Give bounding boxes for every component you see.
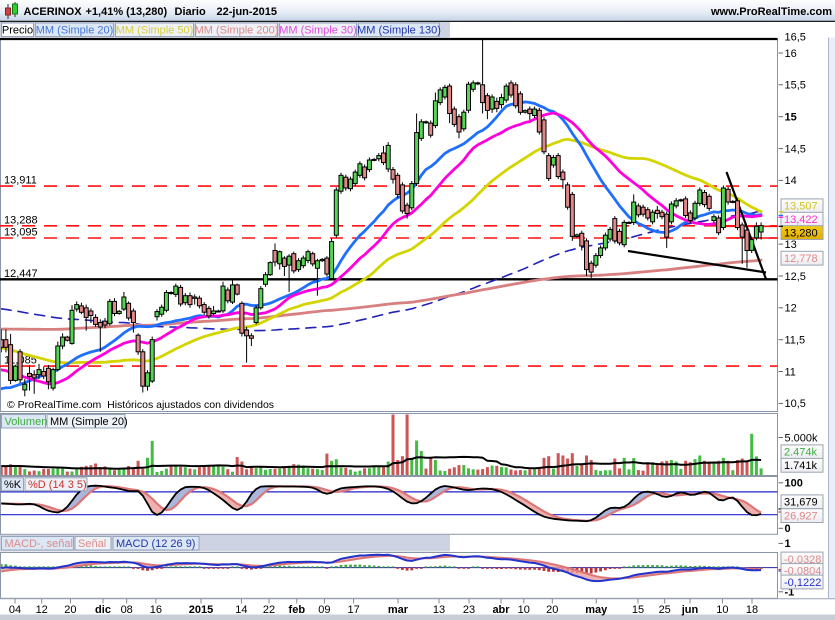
svg-text:22: 22 — [263, 604, 275, 616]
svg-text:16: 16 — [150, 604, 162, 616]
svg-text:12,5: 12,5 — [785, 271, 806, 283]
svg-text:12: 12 — [785, 303, 797, 315]
svg-text:-0,1222: -0,1222 — [784, 577, 821, 589]
svg-text:31,679: 31,679 — [784, 497, 818, 509]
svg-text:MM (Simple 30): MM (Simple 30) — [279, 25, 357, 37]
svg-text:10: 10 — [518, 604, 530, 616]
svg-text:20: 20 — [546, 604, 558, 616]
svg-text:-0,0328: -0,0328 — [784, 554, 821, 566]
svg-text:15,5: 15,5 — [785, 80, 806, 92]
svg-text:MACD (12 26 9): MACD (12 26 9) — [116, 538, 195, 550]
svg-text:18: 18 — [746, 604, 758, 616]
svg-text:14: 14 — [235, 604, 247, 616]
svg-text:MM (Simple 130): MM (Simple 130) — [357, 25, 441, 37]
svg-text:© ProRealTime.com Históricos: © ProRealTime.com Históricos ajustados c… — [7, 399, 274, 411]
svg-text:0: 0 — [785, 523, 791, 535]
svg-text:13: 13 — [785, 239, 797, 251]
svg-text:25: 25 — [659, 604, 671, 616]
svg-text:13,422: 13,422 — [784, 214, 818, 226]
svg-text:12,447: 12,447 — [4, 268, 38, 280]
svg-text:-0,0804: -0,0804 — [784, 565, 821, 577]
svg-text:5.000k: 5.000k — [785, 432, 819, 444]
svg-text:Señal: Señal — [78, 538, 106, 550]
svg-text:MM (Simple 200): MM (Simple 200) — [195, 25, 279, 37]
svg-text:13,911: 13,911 — [4, 175, 37, 187]
svg-text:MM (Simple 20): MM (Simple 20) — [36, 25, 114, 37]
svg-text:10,5: 10,5 — [785, 398, 806, 410]
svg-text:08: 08 — [121, 604, 133, 616]
svg-text:2015: 2015 — [189, 604, 213, 616]
svg-text:23: 23 — [463, 604, 475, 616]
svg-text:15: 15 — [785, 112, 797, 124]
svg-text:16: 16 — [785, 48, 797, 60]
svg-text:26,927: 26,927 — [784, 510, 818, 522]
svg-text:Precio: Precio — [2, 25, 33, 37]
svg-text:abr: abr — [492, 604, 510, 616]
svg-text:22-jun-2015: 22-jun-2015 — [217, 6, 278, 18]
svg-text:11: 11 — [785, 366, 796, 378]
svg-text:%D (14 3 5): %D (14 3 5) — [28, 479, 87, 491]
svg-text:-1: -1 — [785, 587, 795, 599]
svg-text:12,778: 12,778 — [784, 253, 818, 265]
svg-text:13,288: 13,288 — [4, 214, 38, 226]
svg-text:11,5: 11,5 — [785, 335, 806, 347]
svg-text:+1,41% (13,280): +1,41% (13,280) — [86, 6, 168, 18]
svg-text:14,5: 14,5 — [785, 143, 806, 155]
svg-text:2.474k: 2.474k — [784, 447, 818, 459]
svg-text:MM (Simple 50): MM (Simple 50) — [116, 25, 194, 37]
svg-text:13,095: 13,095 — [4, 227, 38, 239]
svg-text:13,280: 13,280 — [784, 227, 818, 239]
svg-text:www.ProRealTime.com: www.ProRealTime.com — [710, 6, 832, 18]
svg-text:100: 100 — [785, 478, 803, 490]
svg-text:15: 15 — [632, 604, 644, 616]
svg-text:mar: mar — [388, 604, 409, 616]
svg-text:dic: dic — [95, 604, 111, 616]
svg-text:Volumen: Volumen — [5, 416, 48, 428]
svg-text:17: 17 — [347, 604, 359, 616]
svg-text:MM (Simple 20): MM (Simple 20) — [50, 416, 128, 428]
svg-text:13: 13 — [433, 604, 445, 616]
svg-text:14: 14 — [785, 175, 797, 187]
svg-text:1: 1 — [785, 538, 791, 550]
svg-text:ACERINOX: ACERINOX — [24, 6, 83, 18]
svg-text:%K: %K — [4, 479, 22, 491]
svg-text:09: 09 — [318, 604, 330, 616]
svg-text:MACD-, señal: MACD-, señal — [5, 538, 73, 550]
svg-text:20: 20 — [64, 604, 76, 616]
svg-text:12: 12 — [36, 604, 48, 616]
svg-text:10: 10 — [716, 604, 728, 616]
svg-text:16,5: 16,5 — [785, 32, 806, 44]
svg-text:13,507: 13,507 — [784, 201, 818, 213]
svg-text:may: may — [585, 604, 608, 616]
svg-text:04: 04 — [9, 604, 21, 616]
svg-text:1.741k: 1.741k — [784, 460, 818, 472]
svg-text:Diario: Diario — [175, 6, 206, 18]
svg-text:jun: jun — [681, 604, 699, 616]
svg-text:feb: feb — [289, 604, 306, 616]
